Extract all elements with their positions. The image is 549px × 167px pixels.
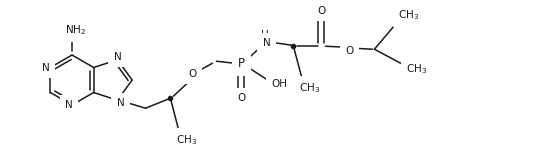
Text: O: O: [237, 93, 245, 103]
Text: N: N: [42, 62, 50, 72]
Text: CH$_3$: CH$_3$: [406, 62, 427, 76]
Text: CH$_3$: CH$_3$: [398, 8, 419, 22]
Text: P: P: [238, 57, 245, 70]
Text: H: H: [261, 30, 268, 40]
Text: O: O: [345, 46, 354, 56]
Text: CH$_3$: CH$_3$: [299, 81, 320, 95]
Text: NH$_2$: NH$_2$: [65, 23, 87, 37]
Text: OH: OH: [271, 79, 288, 89]
Text: N: N: [116, 98, 124, 108]
Text: N: N: [262, 38, 270, 48]
Text: N: N: [114, 52, 121, 62]
Text: CH$_3$: CH$_3$: [176, 133, 197, 147]
Text: O: O: [188, 69, 197, 79]
Text: N: N: [65, 100, 73, 110]
Text: O: O: [317, 6, 326, 16]
